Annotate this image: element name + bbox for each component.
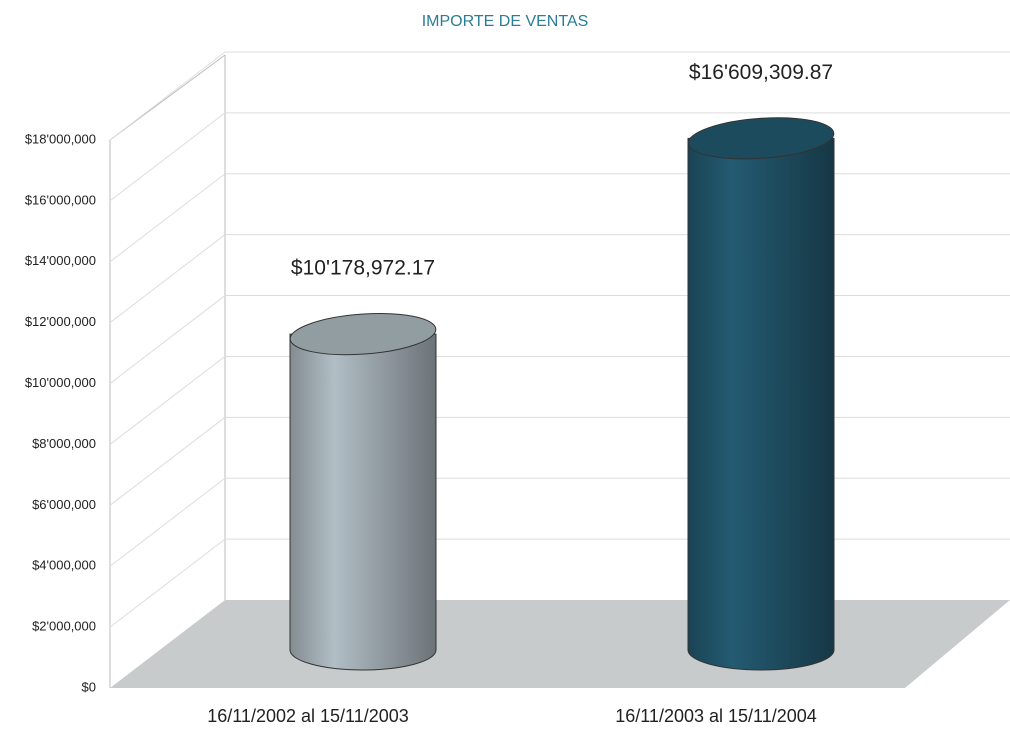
- side-grid-line: [109, 356, 226, 445]
- y-tick-label: $8'000,000: [32, 436, 96, 451]
- x-tick-label: 16/11/2002 al 15/11/2003: [207, 706, 409, 726]
- bar-top: [687, 117, 835, 160]
- x-tick-label: 16/11/2003 al 15/11/2004: [615, 706, 817, 726]
- chart-title: IMPORTE DE VENTAS: [422, 13, 589, 30]
- y-tick-label: $6'000,000: [32, 497, 96, 512]
- side-grid-line: [109, 477, 226, 567]
- bar: [289, 333, 437, 671]
- y-tick-label: $10'000,000: [25, 375, 96, 390]
- side-grid-line: [109, 51, 226, 141]
- y-tick-label: $4'000,000: [32, 558, 96, 573]
- y-tick-label: $12'000,000: [25, 314, 96, 329]
- y-tick-label: $16'000,000: [25, 192, 96, 207]
- side-grid-line: [109, 234, 226, 324]
- side-grid-line: [109, 295, 226, 384]
- side-grid-line: [109, 112, 226, 202]
- bar-top: [289, 313, 437, 356]
- y-tick-label: $2'000,000: [32, 619, 96, 634]
- value-label: $16'609,309.87: [689, 61, 833, 84]
- side-grid-line: [109, 416, 226, 506]
- y-tick-label: $18'000,000: [25, 131, 96, 146]
- bar: [687, 137, 835, 671]
- floor: [110, 600, 1010, 688]
- value-label: $10'178,972.17: [291, 257, 435, 280]
- y-tick-label: $14'000,000: [25, 253, 96, 268]
- y-tick-label: $0: [82, 679, 96, 694]
- side-grid-line: [109, 538, 226, 628]
- side-grid-line: [109, 173, 226, 263]
